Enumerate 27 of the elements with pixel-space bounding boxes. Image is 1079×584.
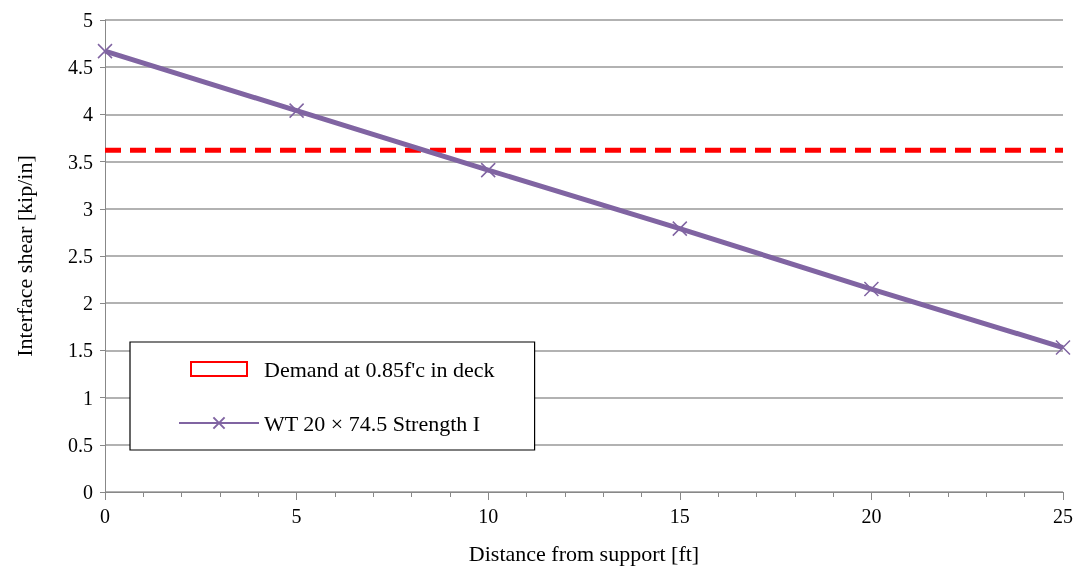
y-tick-label: 3.5 — [68, 150, 93, 173]
x-tick-label: 20 — [861, 505, 882, 527]
point — [863, 281, 880, 297]
x-tick-label: 0 — [100, 505, 110, 527]
x-tick-label: 25 — [1053, 505, 1073, 527]
y-tick-label: 0 — [83, 481, 93, 503]
y-tick-label: 1 — [83, 386, 93, 409]
y-tick-label: 5 — [83, 9, 93, 31]
x-tick-label: 5 — [291, 505, 302, 527]
point — [97, 43, 113, 59]
point — [288, 102, 305, 119]
x-tick-label: 15 — [669, 505, 690, 527]
point — [1055, 339, 1071, 356]
y-tick-label: 4.5 — [68, 56, 93, 79]
point — [672, 220, 688, 237]
y-tick-label: 2.5 — [68, 245, 93, 267]
y-tick-label: 4 — [83, 103, 93, 126]
legend-label: WT 20 × 74.5 Strength I — [264, 410, 481, 436]
point — [480, 162, 496, 178]
y-tick-label: 3 — [83, 197, 93, 220]
y-tick-label: 2 — [83, 292, 93, 315]
x-axis-title: Distance from support [ft] — [468, 540, 700, 566]
x-tick-label: 10 — [478, 505, 499, 527]
y-axis-title: Interface shear [kip/in] — [11, 155, 37, 357]
y-tick-label: 0.5 — [68, 433, 93, 456]
y-tick-label: 1.5 — [68, 339, 93, 362]
legend-label: Demand at 0.85f'c in deck — [264, 356, 495, 382]
